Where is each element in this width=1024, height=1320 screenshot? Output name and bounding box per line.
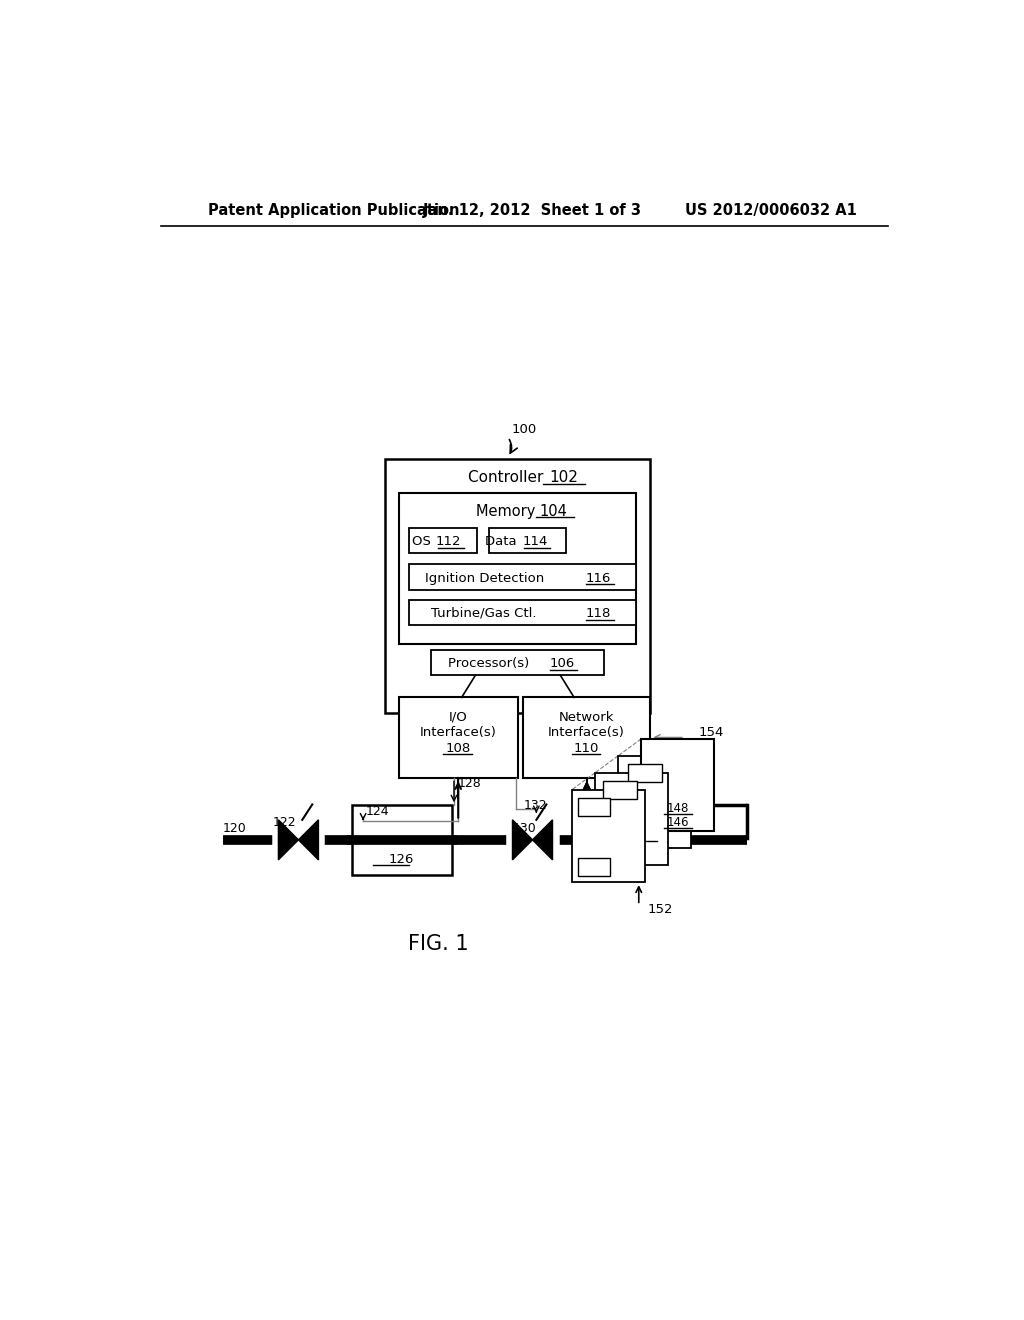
Bar — [641, 739, 714, 832]
Text: 116: 116 — [586, 572, 611, 585]
Bar — [385, 459, 650, 713]
Text: 138: 138 — [609, 845, 631, 858]
Text: Controller: Controller — [468, 470, 548, 486]
Text: 110: 110 — [573, 742, 599, 755]
Bar — [578, 797, 610, 816]
Text: 140: 140 — [608, 781, 631, 795]
Text: 126: 126 — [389, 853, 415, 866]
Text: Ignition Detection: Ignition Detection — [425, 572, 548, 585]
Bar — [398, 494, 636, 644]
Text: 112: 112 — [436, 536, 462, 548]
Text: Turbine/Gas Ctl.: Turbine/Gas Ctl. — [431, 607, 541, 620]
Text: 114: 114 — [522, 536, 548, 548]
Text: 118: 118 — [586, 607, 611, 620]
Text: 150: 150 — [624, 791, 649, 804]
Bar — [578, 858, 610, 876]
Bar — [571, 789, 645, 882]
Text: US 2012/0006032 A1: US 2012/0006032 A1 — [685, 203, 857, 218]
Text: 106: 106 — [549, 657, 574, 671]
Text: FIG. 1: FIG. 1 — [409, 933, 469, 954]
Bar — [410, 599, 636, 626]
Text: 154: 154 — [698, 726, 724, 739]
Text: 144: 144 — [634, 764, 656, 777]
Bar — [617, 756, 691, 849]
Text: 152: 152 — [648, 903, 674, 916]
Text: 136: 136 — [582, 799, 604, 812]
Text: 100: 100 — [512, 422, 537, 436]
Text: 134: 134 — [582, 862, 604, 875]
Bar — [431, 649, 604, 675]
Text: I/O: I/O — [449, 711, 467, 723]
Bar — [351, 805, 452, 875]
Text: Data: Data — [484, 536, 520, 548]
Text: OS: OS — [412, 536, 435, 548]
Text: 122: 122 — [272, 816, 296, 829]
Text: Interface(s): Interface(s) — [420, 726, 497, 739]
Text: Patent Application Publication: Patent Application Publication — [208, 203, 459, 218]
Bar — [641, 739, 714, 832]
Bar — [410, 564, 636, 590]
Bar — [523, 697, 650, 779]
Text: 108: 108 — [445, 742, 470, 755]
Text: Interface(s): Interface(s) — [548, 726, 625, 739]
Polygon shape — [532, 820, 553, 859]
FancyArrowPatch shape — [509, 440, 517, 453]
Bar — [595, 774, 668, 866]
Text: 128: 128 — [458, 777, 481, 791]
Text: 146: 146 — [667, 816, 689, 829]
Text: Network: Network — [559, 711, 614, 723]
Bar — [629, 763, 663, 781]
Text: 132: 132 — [523, 799, 547, 812]
Polygon shape — [512, 820, 532, 859]
Text: 124: 124 — [366, 805, 389, 818]
Text: 130: 130 — [513, 822, 537, 834]
Text: Jan. 12, 2012  Sheet 1 of 3: Jan. 12, 2012 Sheet 1 of 3 — [423, 203, 642, 218]
Text: 142: 142 — [634, 828, 656, 841]
Polygon shape — [279, 820, 298, 859]
Text: Memory: Memory — [476, 503, 540, 519]
Bar — [488, 528, 565, 553]
Bar — [603, 780, 637, 799]
Polygon shape — [298, 820, 318, 859]
Text: 120: 120 — [223, 822, 247, 834]
Text: Processor(s): Processor(s) — [449, 657, 534, 671]
Bar — [410, 528, 477, 553]
Text: 102: 102 — [549, 470, 578, 486]
Text: 104: 104 — [540, 503, 567, 519]
Bar — [398, 697, 518, 779]
Text: 148: 148 — [667, 801, 689, 814]
